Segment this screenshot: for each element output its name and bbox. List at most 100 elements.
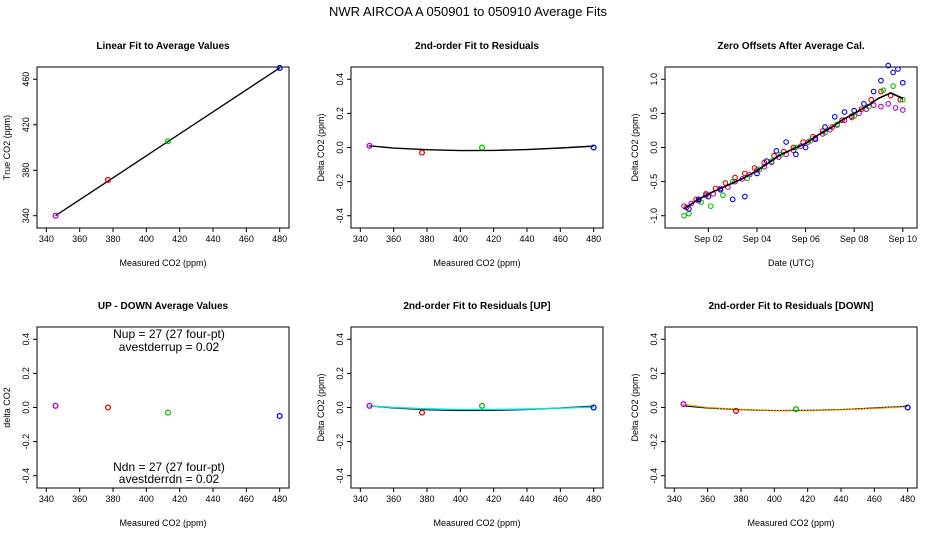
x-tick-label: Sep 04: [743, 234, 772, 244]
data-point-blue: [590, 404, 597, 411]
data-point-purple: [899, 107, 906, 113]
chart-panel-4: UP - DOWN Average Values 340 360 380 400 420 4…: [2, 301, 290, 528]
fit-curve: [682, 403, 908, 412]
x-tick-label: 420: [172, 494, 187, 504]
x-tick-label: 420: [486, 234, 501, 244]
y-axis-label: Delta CO2 (ppm): [316, 373, 326, 441]
data-point-green: [807, 137, 814, 144]
x-tick-label: 420: [172, 234, 187, 244]
data-point-blue: [870, 88, 877, 95]
data-point-green: [778, 151, 785, 158]
data-point-blue: [590, 144, 597, 151]
chart-title: 2nd-order Fit to Residuals: [415, 41, 539, 52]
x-tick-label: 400: [139, 234, 154, 244]
chart-panel-5: 2nd-order Fit to Residuals [UP] 340 360 380…: [316, 301, 604, 528]
y-tick-label: 0.0: [335, 401, 345, 414]
y-tick-label: 0.4: [335, 333, 345, 346]
data-point-green: [478, 402, 486, 409]
data-point-green: [890, 83, 896, 89]
x-tick-label: 480: [586, 494, 601, 504]
y-tick-label: 0.0: [649, 401, 659, 414]
y-tick-label: 0.4: [335, 73, 345, 86]
data-point-blue: [793, 151, 799, 158]
chart-title: 2nd-order Fit to Residuals [DOWN]: [709, 301, 874, 312]
x-tick-label: 400: [139, 494, 154, 504]
data-point-blue: [885, 62, 892, 69]
x-tick-label: 420: [486, 494, 501, 504]
y-tick-label: -0.2: [335, 174, 345, 190]
chart-panel-1: Linear Fit to Average Values 340 360 380 400…: [2, 41, 290, 268]
y-tick-label: -1.0: [649, 208, 659, 224]
data-point-blue: [878, 77, 884, 84]
data-point-red: [839, 117, 845, 124]
y-tick-label: 420: [21, 117, 31, 132]
x-tick-label: 460: [553, 234, 568, 244]
y-tick-label: -0.2: [649, 434, 659, 450]
y-tick-label: 0.5: [649, 107, 659, 120]
x-tick-label: 480: [586, 234, 601, 244]
data-point-blue: [695, 196, 702, 203]
x-tick-label: 340: [353, 494, 368, 504]
data-point-red: [858, 106, 865, 113]
y-tick-label: 0.0: [21, 401, 31, 414]
x-tick-label: 340: [39, 494, 54, 504]
data-point-green: [899, 96, 906, 103]
data-point-green: [164, 409, 172, 416]
chart-panel-6: 2nd-order Fit to Residuals [DOWN] 340 360 3…: [630, 301, 918, 528]
x-tick-label: 380: [419, 234, 434, 244]
data-point-blue: [895, 66, 901, 72]
data-point-purple: [688, 200, 695, 207]
mean-offset-line: [683, 92, 904, 210]
x-tick-label: 440: [833, 494, 848, 504]
plot-frame: [36, 66, 290, 229]
x-tick-label: 360: [72, 234, 87, 244]
chart-title: Zero Offsets After Average Cal.: [717, 41, 864, 52]
data-point-green: [164, 138, 172, 145]
y-tick-label: -0.2: [21, 434, 31, 450]
x-tick-label: 400: [453, 234, 468, 244]
data-point-blue: [276, 64, 283, 71]
x-tick-label: 380: [105, 494, 120, 504]
y-tick-label: 1.0: [649, 73, 659, 86]
data-point-red: [104, 176, 112, 183]
data-point-blue: [904, 404, 911, 411]
x-tick-label: 340: [39, 234, 54, 244]
y-tick-label: 0.4: [21, 333, 31, 346]
data-point-red: [732, 407, 740, 414]
data-point-purple: [52, 212, 59, 219]
x-tick-label: 400: [767, 494, 782, 504]
x-tick-label: 360: [700, 494, 715, 504]
data-point-blue: [741, 193, 748, 200]
x-tick-label: Sep 06: [791, 234, 820, 244]
y-tick-label: 0.2: [21, 367, 31, 380]
y-tick-label: 340: [21, 208, 31, 223]
data-point-purple: [870, 102, 877, 109]
data-point-green: [681, 212, 687, 219]
data-point-red: [732, 174, 738, 181]
x-tick-label: 380: [105, 234, 120, 244]
data-point-blue: [890, 69, 896, 76]
x-tick-label: 480: [272, 234, 287, 244]
x-tick-label: 440: [205, 234, 220, 244]
data-point-green: [756, 166, 763, 173]
data-point-blue: [899, 79, 906, 86]
x-tick-label: 340: [667, 494, 682, 504]
y-tick-label: 0.4: [649, 333, 659, 346]
x-tick-label: 440: [519, 494, 534, 504]
chart-panel-2: 2nd-order Fit to Residuals 340 360 380 400 42…: [316, 41, 604, 268]
data-point-blue: [729, 196, 736, 203]
chart-title: Linear Fit to Average Values: [96, 41, 230, 52]
data-point-red: [829, 124, 836, 130]
data-point-purple: [885, 100, 892, 107]
data-point-blue: [822, 124, 828, 130]
data-point-green: [707, 203, 714, 210]
y-tick-label: 0.2: [335, 107, 345, 120]
y-tick-label: 0.0: [335, 141, 345, 154]
data-point-purple: [366, 402, 373, 409]
chart-title: UP - DOWN Average Values: [98, 301, 229, 312]
data-point-green: [720, 192, 726, 199]
x-tick-label: Sep 02: [694, 234, 723, 244]
chart-title: 2nd-order Fit to Residuals [UP]: [403, 301, 550, 312]
y-tick-label: -0.4: [649, 468, 659, 484]
